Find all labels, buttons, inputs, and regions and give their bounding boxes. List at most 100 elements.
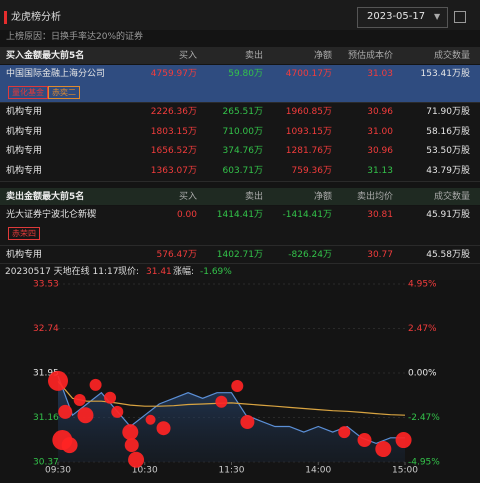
y-tick-label: 31.16 [33,413,59,423]
trade-marker [357,433,372,448]
row-name: 机构专用 [6,165,43,176]
row-cell: 710.00万 [222,126,264,137]
row-name: 机构专用 [6,146,43,156]
column-header: 成交数量 [433,51,470,61]
x-tick-label: 09:30 [45,466,71,476]
row-cell: -826.24万 [288,250,332,260]
row-cell: 30.81 [367,210,393,220]
row-cell: 1656.52万 [150,146,197,156]
column-header: 买入 [178,51,197,61]
row-cell: 2226.36万 [150,107,197,117]
row-cell: 4759.97万 [150,69,197,79]
y2-tick-label: -4.95% [408,458,440,468]
column-header: 净额 [313,192,332,202]
trade-marker [48,370,68,391]
column-header: 预估成本价 [347,51,393,61]
chart-change-label: 涨幅: [173,267,195,277]
x-tick-label: 15:00 [392,466,418,476]
row-cell: 30.96 [367,146,393,156]
x-tick-label: 14:00 [305,466,331,476]
column-header: 卖出均价 [356,192,393,202]
date-select[interactable]: 2023-05-17 ▼ [357,7,448,28]
trade-marker [215,395,228,408]
row-cell: 1402.71万 [216,250,263,260]
y2-tick-label: -2.47% [408,413,440,423]
row-cell: 71.90万股 [426,107,470,117]
row-cell: 1960.85万 [285,107,332,117]
y2-tick-label: 2.47% [408,324,437,334]
trade-marker [240,415,255,430]
trade-marker [58,404,73,419]
row-cell: 45.58万股 [426,250,470,260]
y2-tick-label: 4.95% [408,280,437,290]
title: 龙虎榜分析 [11,12,61,23]
row-cell: 1414.41万 [216,210,263,220]
trade-marker [156,421,171,436]
trade-marker [375,441,392,458]
row-cell: 31.03 [367,69,393,79]
row-name: 机构专用 [6,126,43,137]
y-tick-label: 33.53 [33,280,59,290]
table-row [0,65,480,103]
date: 2023-05-17 [367,11,426,22]
title-marker [4,11,7,24]
x-tick-label: 10:30 [132,466,158,476]
trade-marker [122,424,139,441]
series-line [57,381,406,416]
table-row [0,246,480,264]
y-tick-label: 32.74 [33,324,59,334]
chart-info: 20230517 天地在线 11:17 [5,267,119,277]
row-name: 光大证券宁波北仑新碶 [6,210,97,220]
row-cell: 30.77 [367,250,393,260]
column-header: 净额 [313,51,332,61]
row-cell: 374.76万 [222,146,264,156]
row-cell: 58.16万股 [426,126,470,137]
trade-marker [395,432,412,449]
row-cell: 59.80万 [228,69,263,79]
trade-marker [89,378,102,391]
row-cell: 1803.15万 [150,126,197,137]
row-tag: 量化基金 [8,86,48,99]
row-cell: 265.51万 [222,107,264,117]
row-cell: 0.00 [176,210,197,220]
table-header-bg [0,47,480,64]
table-row [0,161,480,182]
chart-change: -1.69% [200,267,232,277]
row-cell: 43.79万股 [426,165,470,176]
column-header: 卖出 [244,51,263,61]
window-button[interactable] [454,11,466,23]
row-tag: 赤奕二 [48,86,80,99]
row-cell: 1281.76万 [285,146,332,156]
table-row [0,206,480,246]
row-name: 中国国际金融上海分公司 [6,69,106,79]
row-cell: 603.71万 [222,165,264,176]
y-tick-label: 31.95 [33,369,59,379]
row-cell: 4700.17万 [285,69,332,79]
row-cell: 576.47万 [156,250,198,260]
trade-marker [61,437,78,454]
price-area [58,375,405,462]
chart-price: 31.41 [146,267,172,277]
row-cell: 31.13 [367,165,393,176]
row-name: 机构专用 [6,250,43,260]
row-tag: 赤荣四 [8,227,40,240]
column-header: 买入 [178,192,197,202]
chart-header-bg [0,264,480,280]
trade-marker [145,414,156,425]
x-tick-label: 11:30 [219,466,245,476]
row-cell: -1414.41万 [282,210,332,220]
column-header: 卖出 [244,192,263,202]
trade-marker [111,405,124,418]
trade-marker [338,426,351,439]
table-header-bg [0,188,480,205]
y2-tick-label: 0.00% [408,369,437,379]
trade-marker [128,451,145,468]
table-title: 卖出金额最大前5名 [6,192,85,202]
chart-price-label: 现价: [118,267,140,277]
row-name: 机构专用 [6,107,43,117]
trade-marker [77,407,94,424]
intraday-chart: 33.53 32.74 31.95 31.16 30.37 4.95% 2.47% 0.00%… [33,280,440,476]
row-cell: 1093.15万 [285,126,332,137]
trade-marker [124,438,139,453]
